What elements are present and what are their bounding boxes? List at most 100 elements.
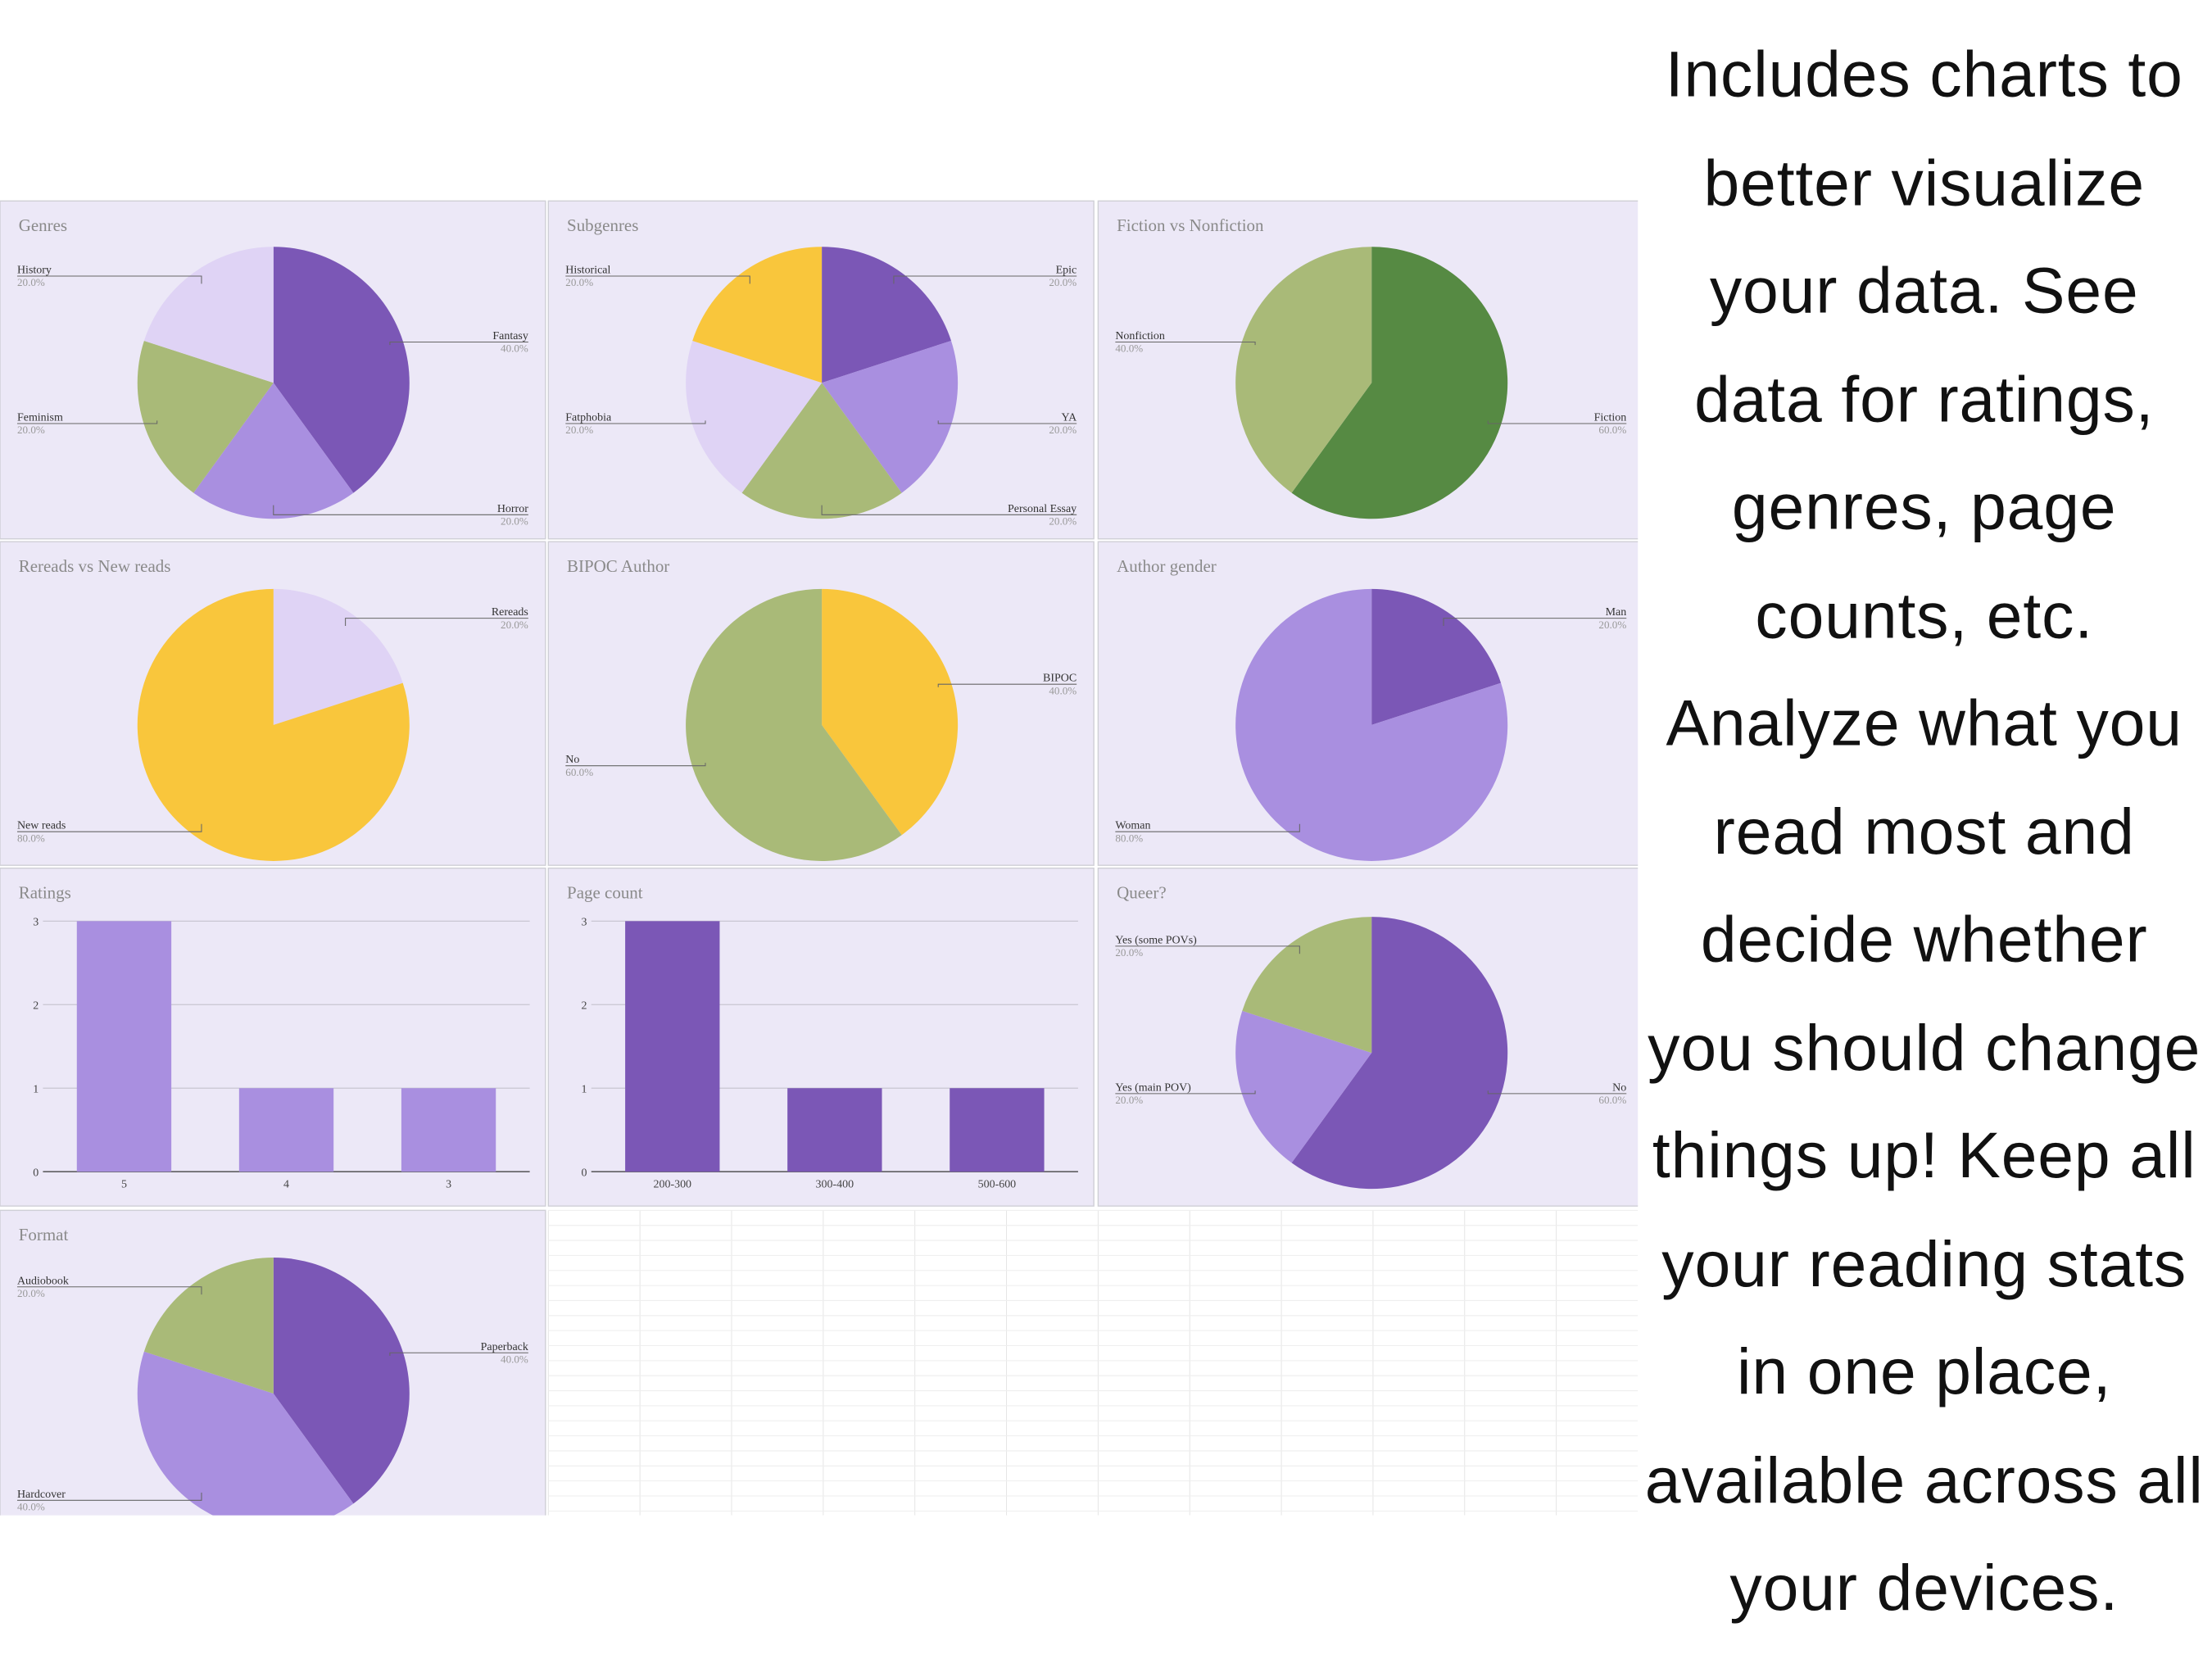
pie-slice — [193, 383, 354, 519]
bar — [238, 1088, 334, 1172]
pie-slice — [1291, 917, 1508, 1190]
slice-value-label: 60.0% — [1598, 424, 1626, 436]
pie-slice — [686, 588, 902, 861]
slice-label: YA — [1062, 412, 1077, 424]
leader-line — [16, 823, 202, 832]
pie-slice — [143, 1258, 274, 1394]
x-tick-label: 300-400 — [816, 1178, 854, 1190]
leader-line — [1487, 1090, 1627, 1095]
bar — [625, 921, 720, 1172]
slice-value-label: 80.0% — [1115, 832, 1143, 844]
pie-slice — [1235, 588, 1508, 861]
slice-label: History — [17, 264, 52, 276]
chart-panel: GenresFantasy40.0%Horror20.0%Feminism20.… — [0, 200, 546, 540]
slice-label: Historical — [565, 264, 610, 276]
pie-slice — [273, 1258, 410, 1504]
slice-label: Fiction — [1594, 412, 1627, 424]
leader-line — [1443, 618, 1627, 627]
chart-title: Format — [19, 1225, 69, 1244]
pie-slice — [137, 340, 274, 493]
slice-value-label: 20.0% — [17, 1287, 45, 1299]
y-tick-label: 0 — [33, 1167, 39, 1179]
slice-value-label: 60.0% — [565, 766, 593, 778]
leader-line — [937, 420, 1077, 424]
leader-line — [16, 1492, 202, 1501]
leader-line — [16, 1286, 202, 1295]
chart-title: Page count — [567, 882, 643, 902]
slice-value-label: 40.0% — [501, 1353, 528, 1366]
leader-line — [1115, 945, 1300, 954]
leader-line — [937, 683, 1077, 687]
leader-line — [565, 420, 706, 424]
slice-value-label: 20.0% — [1049, 424, 1077, 436]
slice-label: Man — [1606, 606, 1627, 619]
y-tick-label: 1 — [582, 1083, 587, 1095]
slice-label: Yes (some POVs) — [1115, 934, 1197, 946]
chart-title: Ratings — [19, 882, 71, 902]
pie-slice — [692, 247, 823, 383]
slice-label: Feminism — [17, 412, 63, 424]
slice-value-label: 40.0% — [1049, 684, 1077, 696]
pie-slice — [1235, 1010, 1372, 1163]
leader-line — [389, 1352, 528, 1356]
pie-slice — [1371, 588, 1502, 725]
pie-slice — [822, 340, 959, 493]
pie-slice — [137, 588, 410, 861]
x-tick-label: 500-600 — [978, 1178, 1017, 1190]
y-tick-label: 0 — [582, 1167, 587, 1179]
x-tick-label: 3 — [446, 1178, 451, 1190]
slice-label: No — [1612, 1081, 1626, 1094]
slice-value-label: 20.0% — [1049, 276, 1077, 288]
slice-value-label: 60.0% — [1598, 1094, 1626, 1106]
chart-panel: Page count 0 1 2 3 200-300 300-400 500-600 — [547, 867, 1095, 1207]
slice-label: Hardcover — [17, 1489, 66, 1501]
pie-slice — [143, 247, 274, 383]
slice-label: Nonfiction — [1115, 330, 1165, 342]
caption-box: Includes charts to better visualize your… — [1644, 38, 2204, 1625]
y-tick-label: 2 — [582, 1000, 587, 1013]
slice-label: Personal Essay — [1008, 503, 1077, 515]
bar — [401, 1088, 496, 1172]
chart-title: Queer? — [1117, 882, 1167, 902]
slice-value-label: 20.0% — [565, 424, 593, 436]
leader-line — [565, 275, 750, 284]
slice-value-label: 20.0% — [1115, 946, 1143, 959]
x-tick-label: 5 — [121, 1178, 127, 1190]
slice-value-label: 40.0% — [501, 342, 528, 355]
pie-slice — [1242, 917, 1372, 1054]
pie-slice — [1291, 247, 1508, 519]
chart-title: Author gender — [1117, 556, 1217, 576]
slice-label: Fatphobia — [565, 412, 612, 424]
bar — [950, 1088, 1045, 1172]
slice-label: Audiobook — [17, 1275, 69, 1287]
leader-line — [565, 763, 706, 767]
y-tick-label: 3 — [582, 917, 587, 929]
pie-slice — [137, 1351, 354, 1516]
bar — [787, 1088, 882, 1172]
caption: Includes charts to better visualize your… — [1644, 38, 2204, 1625]
y-tick-label: 2 — [33, 1000, 39, 1013]
pie-slice — [822, 588, 959, 836]
chart-panel: FormatPaperback40.0%Hardcover40.0%Audiob… — [0, 1209, 546, 1516]
chart-title: Fiction vs Nonfiction — [1117, 215, 1264, 235]
slice-label: Woman — [1115, 820, 1150, 832]
chart-title: Genres — [19, 215, 67, 235]
slice-value-label: 40.0% — [1115, 342, 1143, 355]
y-tick-label: 3 — [33, 917, 39, 929]
pie-slice — [273, 588, 403, 725]
slice-value-label: 80.0% — [17, 832, 45, 844]
slice-value-label: 20.0% — [501, 619, 528, 631]
slice-label: Yes (main POV) — [1115, 1081, 1191, 1094]
pie-slice — [741, 383, 902, 519]
slice-value-label: 20.0% — [17, 276, 45, 288]
leader-line — [389, 341, 528, 346]
leader-line — [893, 275, 1077, 284]
chart-title: BIPOC Author — [567, 556, 669, 576]
leader-line — [16, 420, 158, 424]
